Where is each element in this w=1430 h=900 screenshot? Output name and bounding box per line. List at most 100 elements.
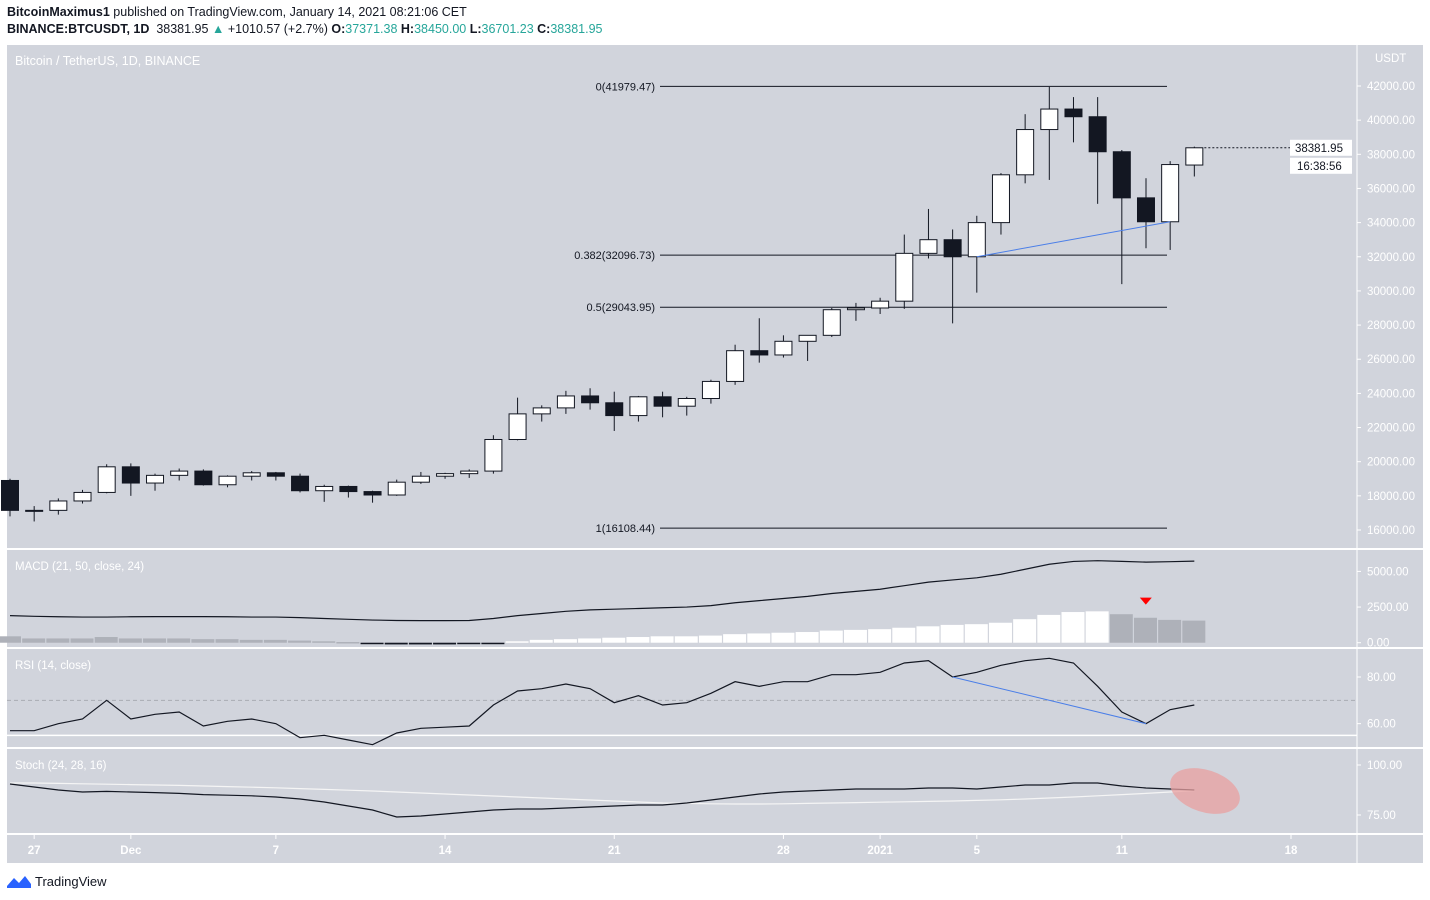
candle-body — [822, 309, 841, 336]
trendline — [976, 221, 1171, 258]
candle-body — [291, 475, 310, 492]
close-label: C: — [537, 22, 551, 36]
last-price-label: 38381.95 — [1295, 143, 1343, 155]
candle-body — [508, 413, 527, 440]
publish-info: BitcoinMaximus1 published on TradingView… — [7, 5, 467, 19]
countdown-box — [1290, 157, 1352, 174]
up-triangle-icon: ▲ — [211, 22, 225, 36]
candle-body — [846, 307, 865, 311]
indicator-tick-label: 80.00 — [1367, 672, 1396, 684]
author: BitcoinMaximus1 — [7, 5, 110, 19]
indicator-title: RSI (14, close) — [15, 660, 91, 672]
candle-body — [146, 474, 165, 484]
fib-level-label: 0.382(32096.73) — [574, 250, 655, 262]
macd-line — [9, 560, 1195, 622]
macd-histogram-bar — [215, 639, 239, 643]
candle-body — [1161, 164, 1180, 223]
macd-histogram-bar — [723, 634, 747, 643]
candle-body — [194, 470, 213, 486]
symbol: BINANCE:BTCUSDT, 1D — [7, 22, 150, 36]
candle-body — [701, 380, 720, 400]
chart-background — [7, 45, 1423, 863]
low-label: L: — [469, 22, 482, 36]
macd-histogram-bar — [795, 632, 819, 643]
time-tick-label: 11 — [1116, 845, 1129, 857]
price-tick-label: 22000.00 — [1367, 423, 1415, 435]
candle-body — [532, 407, 551, 415]
candle-body — [363, 491, 382, 496]
time-tick-label: 14 — [439, 845, 452, 857]
high-value: 38450.00 — [414, 22, 467, 36]
price-tick-label: 34000.00 — [1367, 218, 1415, 230]
macd-histogram-bar — [239, 639, 263, 643]
indicator-title: Stoch (24, 28, 16) — [15, 760, 107, 772]
candle-body — [798, 334, 817, 342]
fib-level-label: 1(16108.44) — [596, 523, 655, 535]
candle-body — [25, 509, 44, 512]
macd-histogram-bar — [22, 638, 46, 643]
countdown-label: 16:38:56 — [1297, 161, 1342, 173]
macd-histogram-bar — [1085, 611, 1109, 643]
macd-histogram-bar — [143, 638, 167, 643]
candle-body — [726, 350, 745, 382]
price-change: +1010.57 (+2.7%) — [227, 22, 328, 36]
macd-histogram-bar — [118, 638, 142, 643]
price-tick-label: 32000.00 — [1367, 252, 1415, 264]
rsi-line — [10, 657, 1195, 746]
candle-body — [991, 174, 1010, 224]
last-price: 38381.95 — [156, 22, 209, 36]
candle-body — [1088, 116, 1107, 153]
macd-histogram-bar — [819, 630, 843, 643]
indicator-title: MACD (21, 50, close, 24) — [15, 561, 144, 573]
macd-histogram-bar — [457, 642, 481, 645]
stoch-k-line — [9, 782, 1195, 818]
candle-body — [218, 475, 237, 486]
time-tick-label: 18 — [1285, 845, 1298, 857]
time-tick-label: Dec — [120, 845, 142, 857]
candle-body — [1136, 197, 1155, 223]
candle-body — [919, 239, 938, 254]
symbol-info: BINANCE:BTCUSDT, 1D 38381.95 ▲ +1010.57 … — [7, 22, 603, 36]
indicator-tick-label: 75.00 — [1367, 810, 1396, 822]
macd-histogram-bar — [191, 639, 215, 643]
candle-body — [436, 473, 455, 477]
macd-histogram-bar — [916, 626, 940, 643]
time-tick-label: 28 — [777, 845, 790, 857]
candle-body — [774, 340, 793, 356]
last-price-box — [1290, 139, 1352, 156]
macd-histogram-bar — [578, 638, 602, 643]
candle-body — [1040, 108, 1059, 131]
close-value: 38381.95 — [550, 22, 603, 36]
price-tick-label: 28000.00 — [1367, 320, 1415, 332]
macd-histogram-bar — [650, 636, 674, 643]
macd-histogram-bar — [747, 633, 771, 643]
macd-histogram-bar — [1182, 620, 1206, 643]
price-tick-label: 40000.00 — [1367, 115, 1415, 127]
chart-title: Bitcoin / TetherUS, 1D, BINANCE — [15, 54, 200, 68]
macd-histogram-bar — [674, 636, 698, 643]
time-tick-label: 27 — [28, 845, 41, 857]
candle-body — [266, 472, 285, 477]
candle-body — [170, 470, 189, 476]
time-tick-label: 7 — [273, 845, 279, 857]
price-tick-label: 30000.00 — [1367, 286, 1415, 298]
macd-histogram-bar — [384, 642, 408, 645]
stoch-d-line — [10, 782, 1195, 805]
tradingview-logo: TradingView — [6, 873, 107, 889]
candle-body — [97, 466, 116, 493]
macd-histogram-bar — [771, 632, 795, 643]
indicator-tick-label: 100.00 — [1367, 760, 1402, 772]
candle-body — [871, 300, 890, 309]
macd-histogram-bar — [46, 638, 70, 643]
macd-histogram-bar — [1133, 617, 1157, 643]
macd-histogram-bar — [529, 639, 553, 643]
candle-body — [49, 500, 68, 511]
candle-body — [1185, 147, 1204, 166]
macd-histogram-bar — [263, 639, 287, 643]
candle-body — [460, 470, 479, 475]
currency-label: USDT — [1375, 53, 1406, 65]
price-tick-label: 18000.00 — [1367, 491, 1415, 503]
candle-body — [653, 396, 672, 407]
candle-body — [387, 481, 406, 496]
